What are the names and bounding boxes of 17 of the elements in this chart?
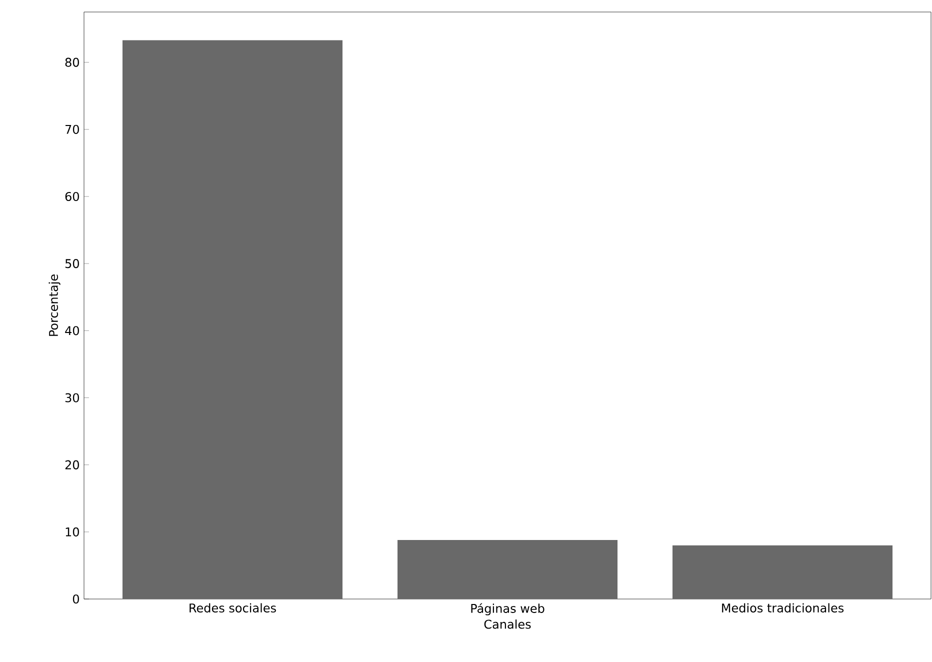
y-tick-label: 10 <box>66 527 79 536</box>
bar <box>398 540 618 599</box>
y-tick-label: 30 <box>65 393 79 402</box>
bar <box>122 40 342 599</box>
y-tick-label: 70 <box>66 124 79 134</box>
x-tick-label: Páginas web <box>471 603 544 616</box>
y-tick-label: 50 <box>65 259 79 268</box>
y-axis-title: Porcentaje <box>48 274 60 336</box>
x-axis-title: Canales <box>484 619 531 629</box>
x-tick-label: Medios tradicionales <box>722 603 844 612</box>
x-tick-label: Redes sociales <box>190 603 276 612</box>
y-tick-label: 80 <box>65 58 79 67</box>
y-tick-label: 40 <box>65 326 79 336</box>
y-tick-label: 0 <box>72 594 80 604</box>
y-tick-label: 60 <box>65 192 79 202</box>
y-tick-label: 20 <box>65 460 79 470</box>
bar <box>672 545 893 599</box>
